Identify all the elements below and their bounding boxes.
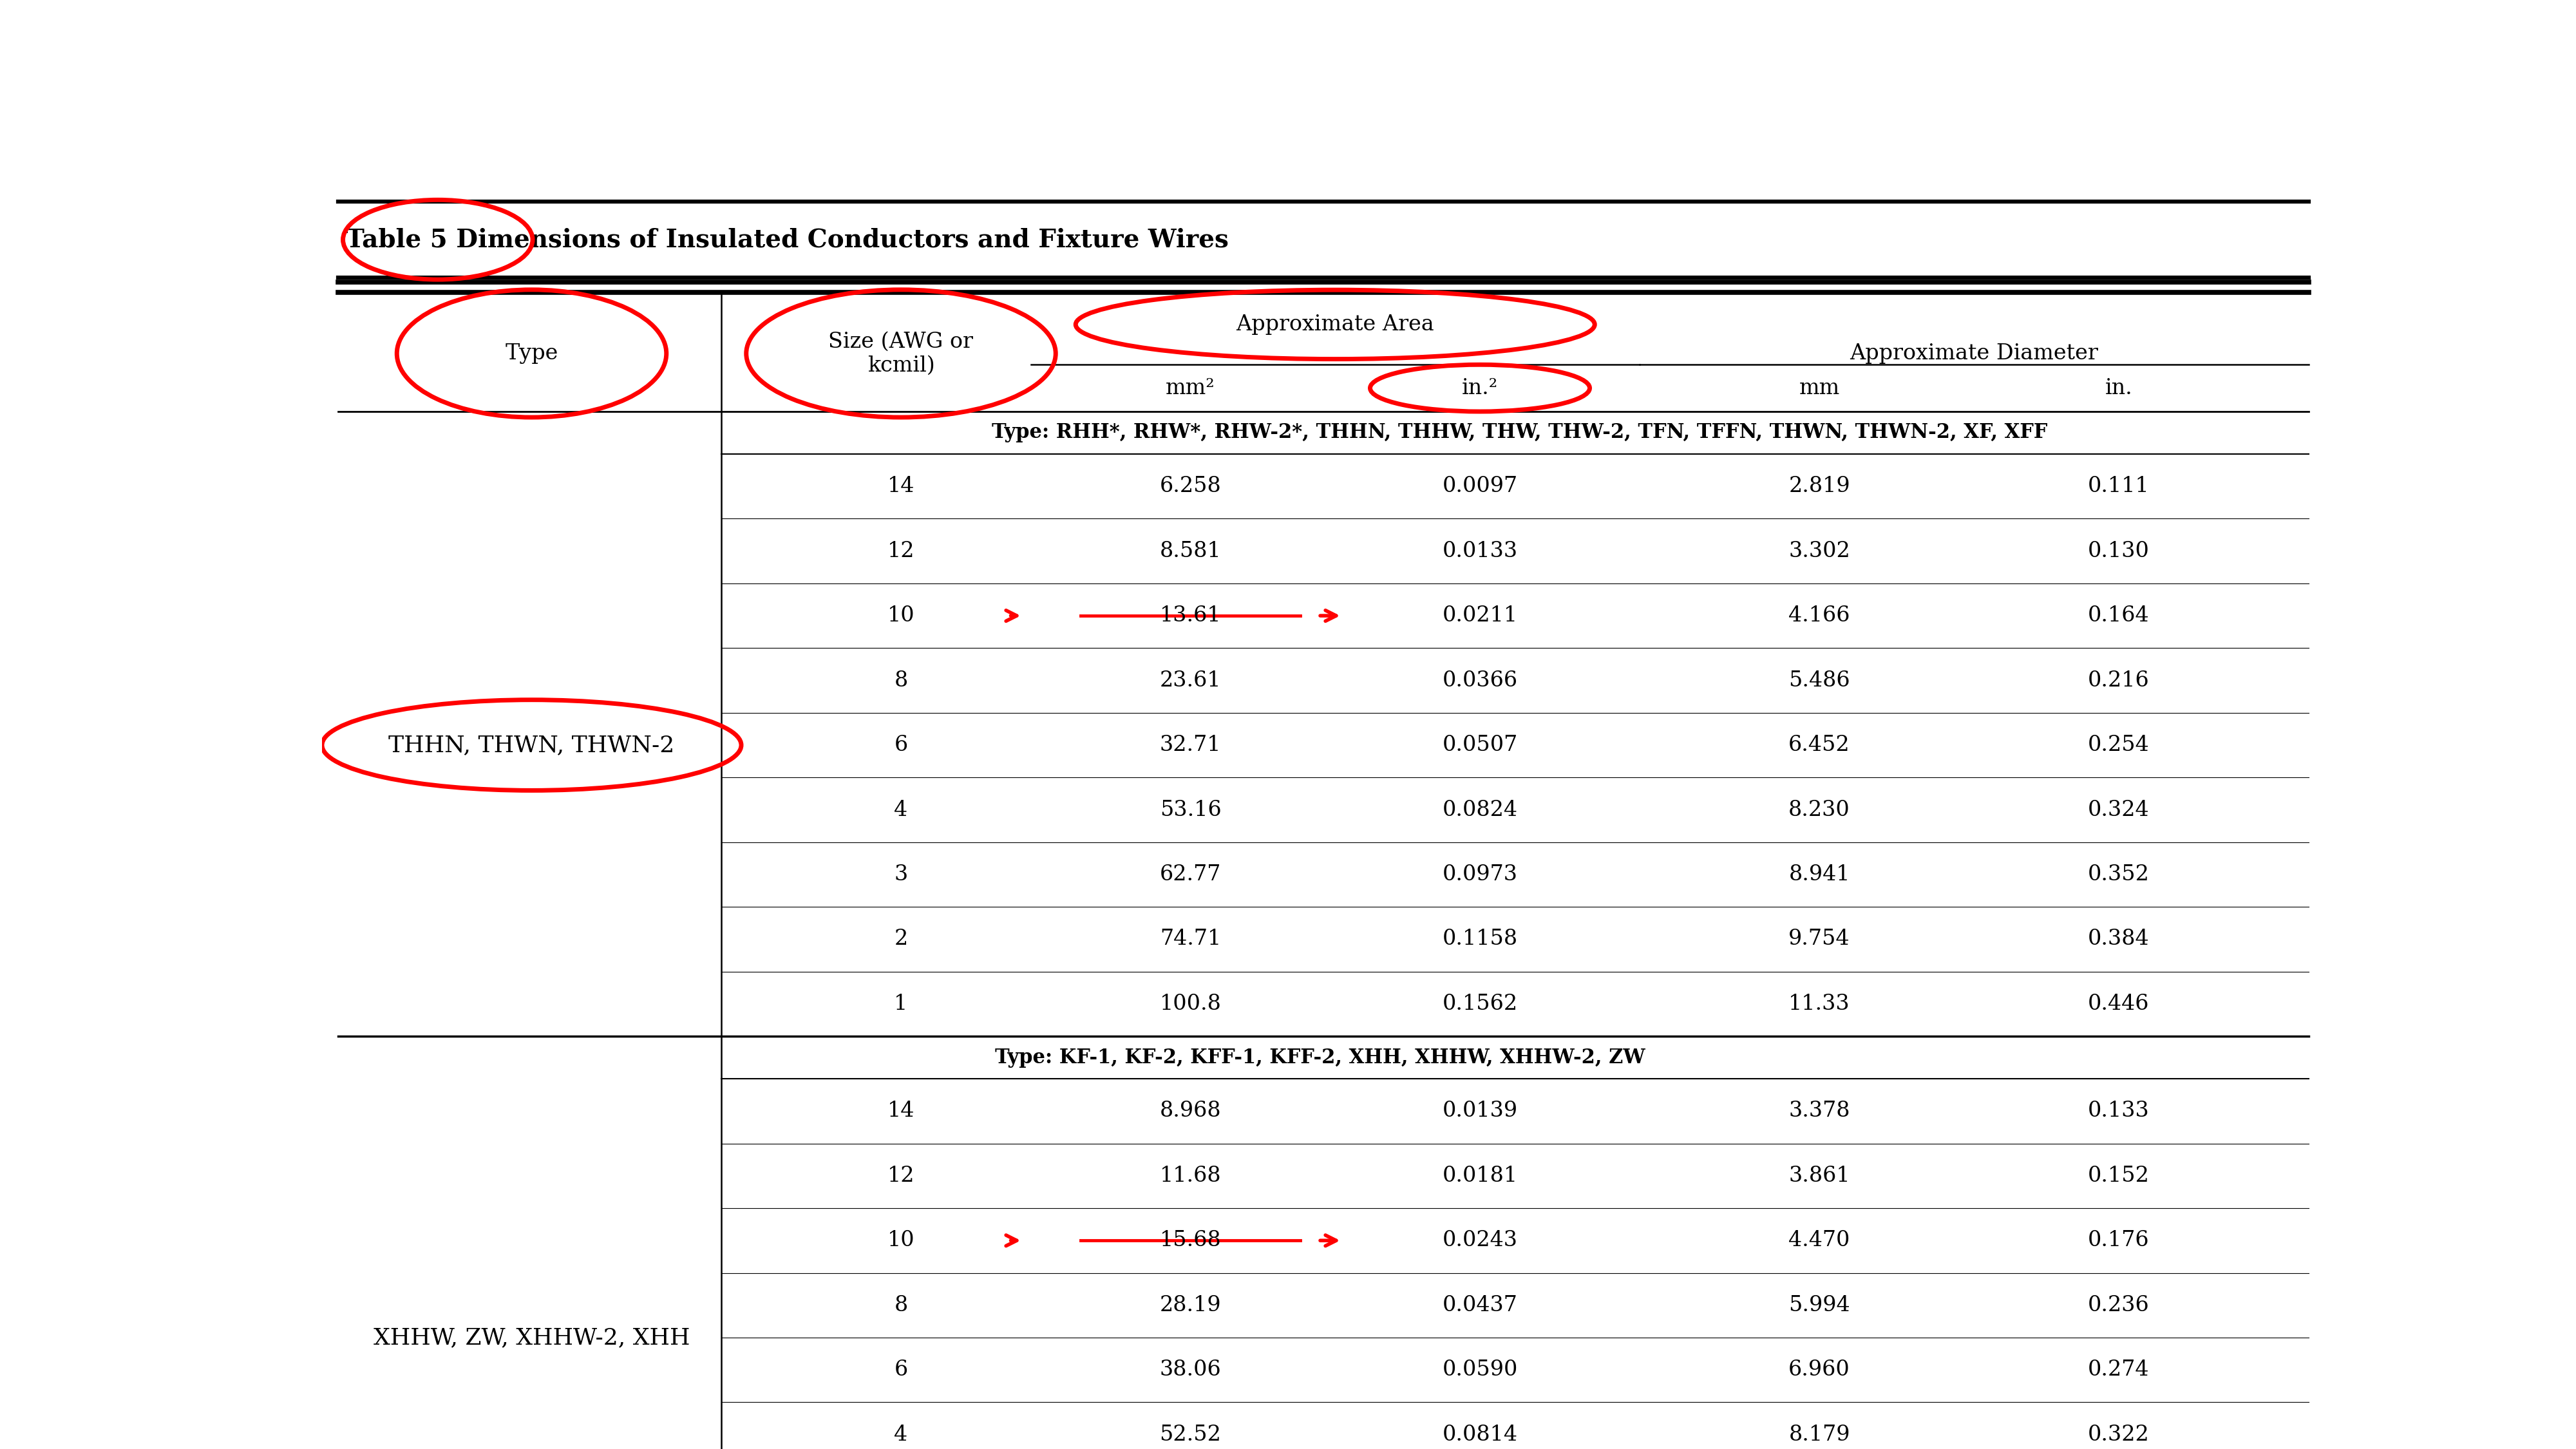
Text: 53.16: 53.16 bbox=[1159, 800, 1221, 820]
Text: 0.0366: 0.0366 bbox=[1443, 669, 1517, 691]
Text: 28.19: 28.19 bbox=[1159, 1295, 1221, 1316]
Text: 13.61: 13.61 bbox=[1159, 606, 1221, 626]
Text: 0.152: 0.152 bbox=[2089, 1165, 2148, 1187]
Text: 3.378: 3.378 bbox=[1788, 1101, 1850, 1122]
Text: 0.0211: 0.0211 bbox=[1443, 606, 1517, 626]
Text: 0.0139: 0.0139 bbox=[1443, 1101, 1517, 1122]
Text: 8: 8 bbox=[894, 669, 907, 691]
Text: 0.236: 0.236 bbox=[2089, 1295, 2148, 1316]
Text: 10: 10 bbox=[886, 1230, 914, 1250]
Text: Table 5 Dimensions of Insulated Conductors and Fixture Wires: Table 5 Dimensions of Insulated Conducto… bbox=[345, 227, 1229, 252]
Text: 9.754: 9.754 bbox=[1788, 929, 1850, 949]
Text: 6: 6 bbox=[894, 1359, 907, 1381]
Text: 0.322: 0.322 bbox=[2089, 1424, 2148, 1445]
Text: Size (AWG or
kcmil): Size (AWG or kcmil) bbox=[829, 332, 974, 375]
Text: 0.352: 0.352 bbox=[2089, 864, 2148, 885]
Text: 0.0814: 0.0814 bbox=[1443, 1424, 1517, 1445]
Text: 0.324: 0.324 bbox=[2089, 800, 2148, 820]
Text: 0.384: 0.384 bbox=[2089, 929, 2148, 949]
Text: 11.68: 11.68 bbox=[1159, 1165, 1221, 1187]
Text: 5.486: 5.486 bbox=[1788, 669, 1850, 691]
Text: 0.130: 0.130 bbox=[2089, 540, 2148, 561]
Text: 6.960: 6.960 bbox=[1788, 1359, 1850, 1381]
Text: 0.254: 0.254 bbox=[2089, 735, 2148, 755]
Text: 0.0973: 0.0973 bbox=[1443, 864, 1517, 885]
Text: 14: 14 bbox=[886, 475, 914, 497]
Text: in.: in. bbox=[2105, 378, 2133, 398]
Text: 4.166: 4.166 bbox=[1788, 606, 1850, 626]
Text: 0.0133: 0.0133 bbox=[1443, 540, 1517, 561]
Text: 0.176: 0.176 bbox=[2089, 1230, 2148, 1250]
Text: 0.133: 0.133 bbox=[2089, 1101, 2148, 1122]
Text: 0.164: 0.164 bbox=[2089, 606, 2148, 626]
Text: Type: Type bbox=[505, 343, 559, 364]
Text: 4: 4 bbox=[894, 800, 907, 820]
Text: 3.861: 3.861 bbox=[1788, 1165, 1850, 1187]
Text: 0.0590: 0.0590 bbox=[1443, 1359, 1517, 1381]
Text: 5.994: 5.994 bbox=[1788, 1295, 1850, 1316]
Text: 4.470: 4.470 bbox=[1788, 1230, 1850, 1250]
Text: 0.1562: 0.1562 bbox=[1443, 994, 1517, 1014]
Text: 52.52: 52.52 bbox=[1159, 1424, 1221, 1445]
Text: 11.33: 11.33 bbox=[1788, 994, 1850, 1014]
Text: 74.71: 74.71 bbox=[1159, 929, 1221, 949]
Text: 0.216: 0.216 bbox=[2089, 669, 2148, 691]
Text: 8: 8 bbox=[894, 1295, 907, 1316]
Text: 12: 12 bbox=[886, 540, 914, 561]
Text: 0.0824: 0.0824 bbox=[1443, 800, 1517, 820]
Text: in.²: in.² bbox=[1461, 378, 1499, 398]
Text: 2.819: 2.819 bbox=[1788, 475, 1850, 497]
Text: 2: 2 bbox=[894, 929, 907, 949]
Text: 38.06: 38.06 bbox=[1159, 1359, 1221, 1381]
Text: 3: 3 bbox=[894, 864, 907, 885]
Text: THHN, THWN, THWN-2: THHN, THWN, THWN-2 bbox=[389, 735, 675, 756]
Text: 0.1158: 0.1158 bbox=[1443, 929, 1517, 949]
Text: 0.0507: 0.0507 bbox=[1443, 735, 1517, 755]
Text: Type: KF-1, KF-2, KFF-1, KFF-2, XHH, XHHW, XHHW-2, ZW: Type: KF-1, KF-2, KFF-1, KFF-2, XHH, XHH… bbox=[994, 1048, 1646, 1068]
Text: 10: 10 bbox=[886, 606, 914, 626]
Text: 8.179: 8.179 bbox=[1788, 1424, 1850, 1445]
Text: 0.0097: 0.0097 bbox=[1443, 475, 1517, 497]
Text: 6.258: 6.258 bbox=[1159, 475, 1221, 497]
Text: 0.446: 0.446 bbox=[2089, 994, 2148, 1014]
Text: 23.61: 23.61 bbox=[1159, 669, 1221, 691]
Text: Approximate Area: Approximate Area bbox=[1236, 314, 1435, 335]
Text: 15.68: 15.68 bbox=[1159, 1230, 1221, 1250]
Text: 8.941: 8.941 bbox=[1788, 864, 1850, 885]
Text: XHHW, ZW, XHHW-2, XHH: XHHW, ZW, XHHW-2, XHH bbox=[374, 1327, 690, 1349]
Text: 8.968: 8.968 bbox=[1159, 1101, 1221, 1122]
Text: 6.452: 6.452 bbox=[1788, 735, 1850, 755]
Text: Type: RHH*, RHW*, RHW-2*, THHN, THHW, THW, THW-2, TFN, TFFN, THWN, THWN-2, XF, X: Type: RHH*, RHW*, RHW-2*, THHN, THHW, TH… bbox=[992, 423, 2048, 443]
Text: 0.274: 0.274 bbox=[2089, 1359, 2148, 1381]
Text: mm: mm bbox=[1798, 378, 1839, 398]
Text: 0.111: 0.111 bbox=[2089, 475, 2148, 497]
Text: 62.77: 62.77 bbox=[1159, 864, 1221, 885]
Text: 8.581: 8.581 bbox=[1159, 540, 1221, 561]
Text: 4: 4 bbox=[894, 1424, 907, 1445]
Text: mm²: mm² bbox=[1167, 378, 1216, 398]
Text: 0.0243: 0.0243 bbox=[1443, 1230, 1517, 1250]
Text: 12: 12 bbox=[886, 1165, 914, 1187]
Text: 100.8: 100.8 bbox=[1159, 994, 1221, 1014]
Text: Approximate Diameter: Approximate Diameter bbox=[1850, 343, 2099, 364]
Text: 6: 6 bbox=[894, 735, 907, 755]
Text: 0.0437: 0.0437 bbox=[1443, 1295, 1517, 1316]
Text: 1: 1 bbox=[894, 994, 907, 1014]
Text: 32.71: 32.71 bbox=[1159, 735, 1221, 755]
Text: 3.302: 3.302 bbox=[1788, 540, 1850, 561]
Text: 14: 14 bbox=[886, 1101, 914, 1122]
Text: 8.230: 8.230 bbox=[1788, 800, 1850, 820]
Text: 0.0181: 0.0181 bbox=[1443, 1165, 1517, 1187]
